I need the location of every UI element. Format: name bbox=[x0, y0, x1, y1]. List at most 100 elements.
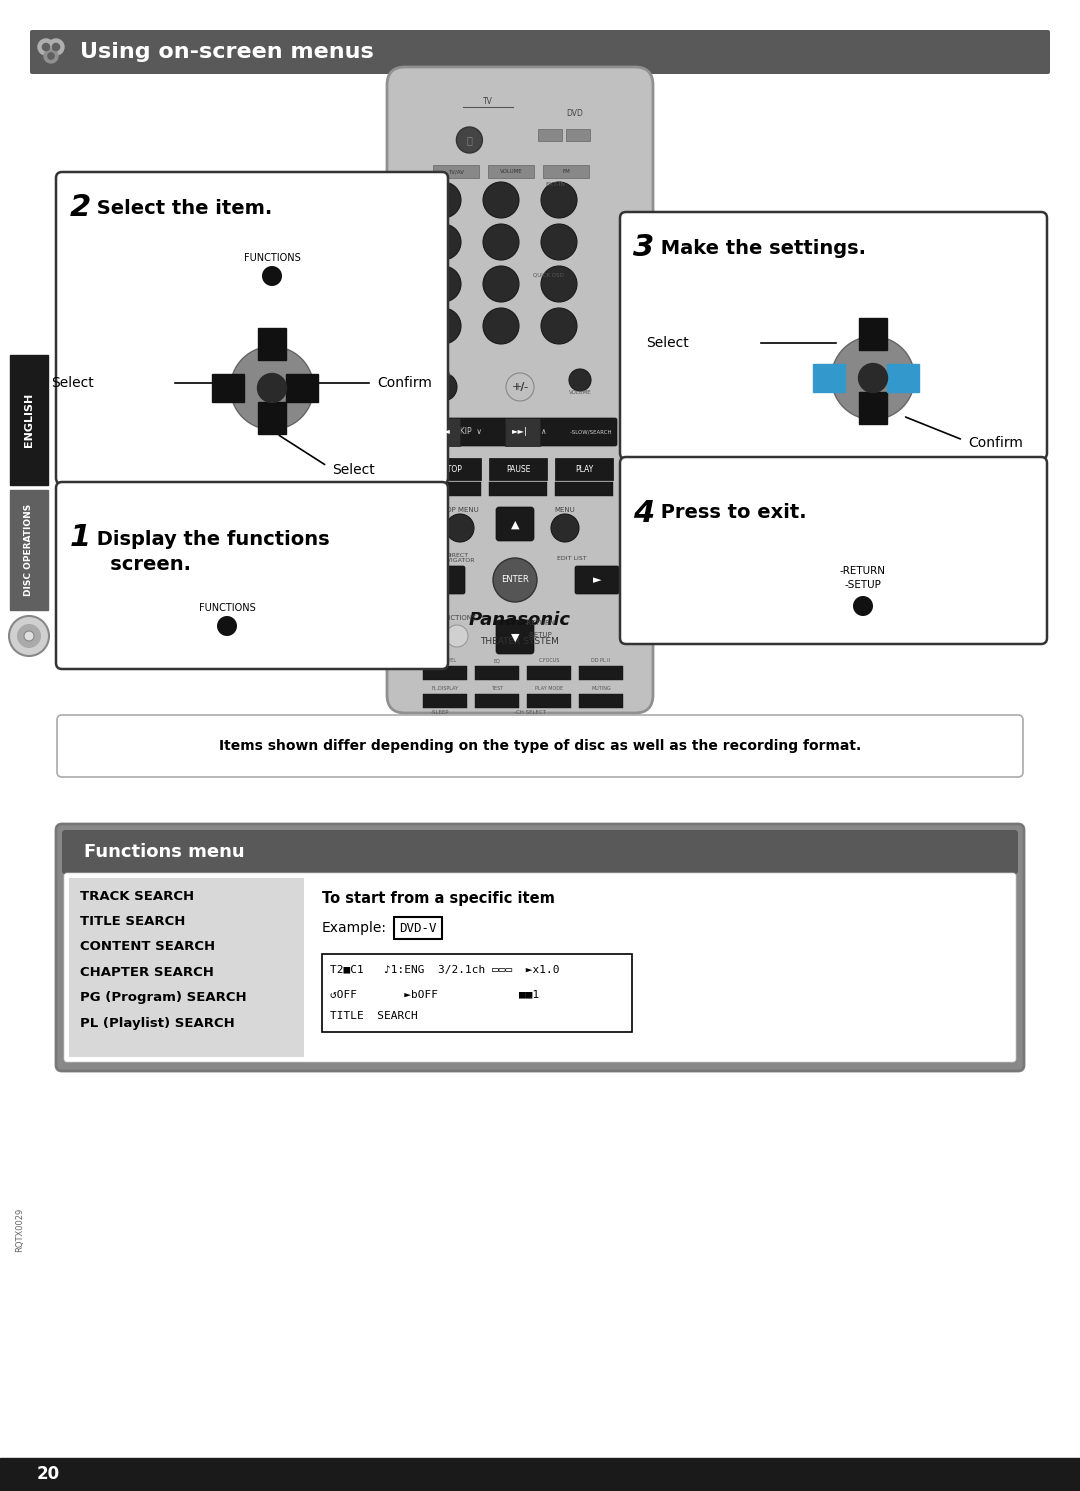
Text: DVD-V: DVD-V bbox=[400, 921, 436, 935]
Text: ENGLISH: ENGLISH bbox=[24, 392, 33, 447]
Circle shape bbox=[262, 265, 282, 286]
FancyBboxPatch shape bbox=[496, 620, 534, 655]
Bar bbox=[859, 318, 887, 350]
Bar bbox=[543, 166, 589, 177]
Text: Using on-screen menus: Using on-screen menus bbox=[80, 42, 374, 63]
Text: DD PL II: DD PL II bbox=[592, 659, 610, 663]
Bar bbox=[859, 392, 887, 423]
Text: ►: ► bbox=[593, 576, 602, 584]
Text: +/-: +/- bbox=[512, 382, 528, 392]
FancyBboxPatch shape bbox=[56, 482, 448, 669]
Text: PG (Program) SEARCH: PG (Program) SEARCH bbox=[80, 992, 246, 1005]
Bar bbox=[555, 458, 613, 480]
FancyBboxPatch shape bbox=[64, 874, 1016, 1062]
Text: -RETURN
-SETUP: -RETURN -SETUP bbox=[840, 567, 886, 589]
Circle shape bbox=[42, 43, 50, 51]
Text: Confirm: Confirm bbox=[968, 435, 1023, 450]
Text: –SLOW/SEARCH: –SLOW/SEARCH bbox=[570, 429, 612, 434]
Circle shape bbox=[9, 616, 49, 656]
Text: Functions menu: Functions menu bbox=[84, 842, 245, 860]
Text: FUNCTIONS: FUNCTIONS bbox=[244, 253, 300, 262]
Bar bbox=[505, 417, 540, 446]
Circle shape bbox=[38, 39, 54, 55]
FancyBboxPatch shape bbox=[620, 458, 1047, 644]
Bar bbox=[555, 482, 613, 497]
Bar bbox=[394, 917, 442, 939]
Bar bbox=[433, 166, 480, 177]
Bar bbox=[423, 666, 467, 680]
Text: Select: Select bbox=[51, 376, 94, 391]
Bar bbox=[475, 666, 519, 680]
FancyBboxPatch shape bbox=[57, 716, 1023, 777]
Circle shape bbox=[446, 625, 468, 647]
Text: TITLE  SEARCH: TITLE SEARCH bbox=[330, 1011, 418, 1021]
Text: TV: TV bbox=[483, 97, 492, 106]
Bar bbox=[423, 693, 467, 708]
Text: To start from a specific item: To start from a specific item bbox=[322, 890, 555, 905]
FancyBboxPatch shape bbox=[56, 825, 1024, 1071]
Text: 20: 20 bbox=[37, 1466, 59, 1484]
Text: TRACK SEARCH: TRACK SEARCH bbox=[80, 890, 194, 902]
Circle shape bbox=[457, 127, 483, 154]
Bar bbox=[258, 403, 286, 434]
Circle shape bbox=[426, 182, 461, 218]
Bar bbox=[426, 417, 460, 446]
Text: EXT-IN: EXT-IN bbox=[545, 182, 565, 188]
FancyBboxPatch shape bbox=[56, 171, 448, 485]
Text: FUNCTIONS: FUNCTIONS bbox=[436, 614, 477, 620]
FancyBboxPatch shape bbox=[575, 567, 619, 593]
Bar bbox=[527, 693, 571, 708]
Text: FM: FM bbox=[562, 168, 570, 174]
Circle shape bbox=[541, 224, 577, 259]
Text: SKIP  ∨: SKIP ∨ bbox=[455, 428, 482, 437]
Bar bbox=[539, 130, 563, 142]
Text: EQ: EQ bbox=[494, 659, 500, 663]
Text: 1: 1 bbox=[69, 523, 91, 553]
Bar bbox=[10, 491, 48, 610]
Bar bbox=[887, 364, 919, 392]
Circle shape bbox=[429, 373, 457, 401]
Text: TEST: TEST bbox=[491, 686, 503, 692]
Circle shape bbox=[541, 182, 577, 218]
Text: ENTER: ENTER bbox=[501, 576, 529, 584]
Circle shape bbox=[483, 224, 519, 259]
Circle shape bbox=[426, 224, 461, 259]
Text: 4: 4 bbox=[633, 498, 654, 528]
Circle shape bbox=[48, 39, 64, 55]
Bar bbox=[489, 482, 546, 497]
Text: ◄: ◄ bbox=[438, 576, 447, 584]
Text: TITLE SEARCH: TITLE SEARCH bbox=[80, 915, 186, 927]
Text: Panasonic: Panasonic bbox=[469, 611, 571, 629]
Text: RQTX0029: RQTX0029 bbox=[15, 1208, 25, 1252]
Text: |◄◄: |◄◄ bbox=[434, 428, 450, 437]
Text: PLAY MODE: PLAY MODE bbox=[535, 686, 563, 692]
Circle shape bbox=[257, 373, 287, 403]
Text: MUTING: MUTING bbox=[591, 686, 611, 692]
Text: EDIT LIST: EDIT LIST bbox=[557, 556, 586, 561]
Text: ∧: ∧ bbox=[540, 428, 545, 437]
Text: -SETUP: -SETUP bbox=[528, 632, 552, 638]
Text: T2■C1   ♪1:ENG  3/2.1ch ▭▭▭  ►x1.0: T2■C1 ♪1:ENG 3/2.1ch ▭▭▭ ►x1.0 bbox=[330, 965, 559, 975]
Text: FL.DISPLAY: FL.DISPLAY bbox=[431, 686, 459, 692]
Text: CONTENT SEARCH: CONTENT SEARCH bbox=[80, 941, 215, 954]
Text: CHAPTER SEARCH: CHAPTER SEARCH bbox=[80, 966, 214, 980]
Circle shape bbox=[217, 616, 237, 637]
Bar bbox=[579, 666, 623, 680]
Circle shape bbox=[483, 309, 519, 344]
Bar bbox=[423, 482, 481, 497]
Text: -SLEEP: -SLEEP bbox=[431, 710, 449, 714]
Text: MENU: MENU bbox=[555, 507, 576, 513]
Text: PL (Playlist) SEARCH: PL (Playlist) SEARCH bbox=[80, 1017, 234, 1030]
Bar bbox=[0, 1458, 1080, 1491]
Circle shape bbox=[426, 265, 461, 303]
Bar bbox=[489, 458, 546, 480]
Circle shape bbox=[853, 596, 873, 616]
Bar bbox=[286, 374, 318, 403]
Text: CANCEL: CANCEL bbox=[428, 373, 453, 377]
Text: DVD: DVD bbox=[566, 109, 583, 118]
Text: Select the item.: Select the item. bbox=[90, 198, 272, 218]
Circle shape bbox=[551, 514, 579, 543]
Text: 3: 3 bbox=[633, 234, 654, 262]
Text: SW.LEVEL: SW.LEVEL bbox=[433, 659, 457, 663]
Text: ▲: ▲ bbox=[511, 520, 519, 529]
